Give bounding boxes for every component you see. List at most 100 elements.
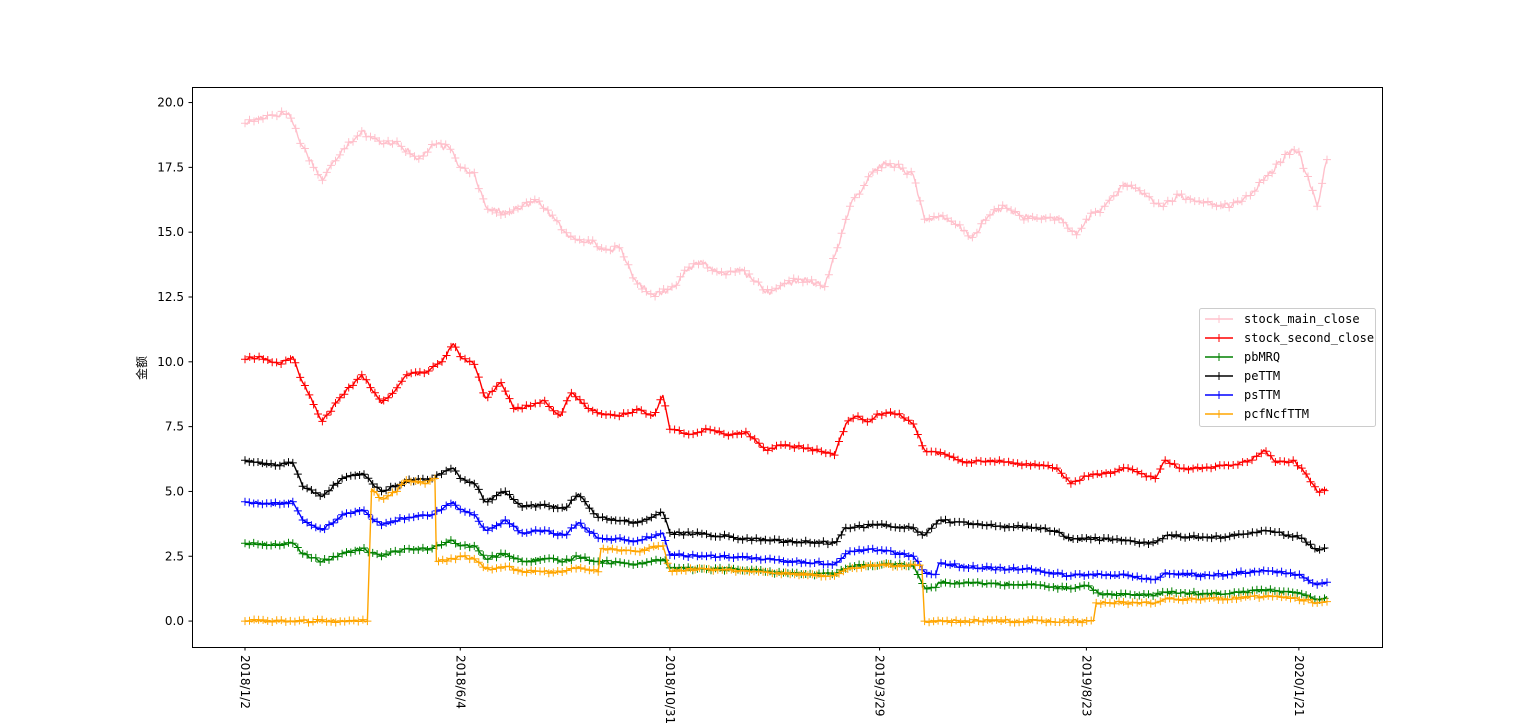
data-point: [956, 618, 965, 627]
data-point: [1163, 588, 1172, 597]
data-point: [1062, 582, 1071, 591]
data-point: [1121, 589, 1130, 598]
data-point: [1014, 521, 1023, 530]
data-point: [245, 352, 254, 361]
data-point: [1205, 571, 1214, 580]
data-point: [597, 244, 606, 252]
data-point: [428, 544, 437, 553]
data-point: [1237, 567, 1245, 576]
data-point: [287, 114, 295, 123]
data-point: [527, 527, 536, 536]
data-point: [792, 557, 801, 566]
data-point: [938, 211, 947, 220]
data-point: [651, 292, 660, 301]
data-point: [539, 204, 548, 213]
data-point: [1323, 578, 1331, 587]
data-point: [849, 414, 858, 423]
data-point: [1304, 595, 1313, 604]
data-point: [250, 117, 258, 126]
data-point: [913, 570, 922, 579]
data-point: [258, 500, 267, 509]
data-point: [549, 529, 558, 538]
data-point: [788, 537, 797, 546]
data-point: [505, 490, 514, 499]
data-point: [996, 563, 1005, 572]
data-point: [329, 481, 338, 490]
data-point: [1239, 587, 1248, 596]
data-point: [432, 506, 441, 515]
data-point: [488, 206, 497, 215]
data-point: [1057, 469, 1066, 478]
data-point: [1009, 563, 1018, 572]
data-point: [1184, 465, 1193, 474]
data-point: [854, 412, 862, 421]
data-point: [794, 275, 803, 284]
data-point: [549, 406, 558, 415]
data-point: [514, 555, 522, 563]
data-point: [1159, 202, 1168, 211]
data-point: [474, 546, 483, 555]
data-point: [1216, 534, 1225, 543]
data-point: [446, 145, 455, 154]
legend-label: peTTM: [1244, 369, 1280, 383]
data-point: [1000, 566, 1009, 574]
data-point: [850, 547, 859, 556]
data-point: [1225, 589, 1234, 598]
data-point: [522, 198, 531, 207]
data-point: [817, 447, 826, 456]
data-point: [309, 163, 318, 172]
data-point: [624, 559, 633, 568]
data-point: [1286, 568, 1295, 577]
data-point: [937, 516, 945, 525]
data-point: [437, 470, 446, 479]
data-point: [1246, 568, 1255, 577]
data-point: [540, 396, 549, 405]
data-point: [402, 370, 411, 379]
data-point: [1259, 566, 1268, 575]
data-point: [1080, 571, 1089, 580]
data-point: [1126, 590, 1135, 599]
data-point: [426, 476, 434, 485]
data-point: [492, 491, 501, 500]
data-point: [571, 392, 580, 401]
data-point: [788, 558, 797, 567]
data-point: [680, 429, 688, 438]
data-point: [1140, 538, 1148, 547]
data-point: [388, 389, 397, 398]
data-point: [665, 528, 674, 537]
data-point: [1264, 591, 1273, 600]
data-point: [1069, 616, 1078, 624]
data-point: [900, 524, 909, 533]
data-point: [275, 500, 284, 509]
data-point: [1181, 533, 1190, 542]
data-point: [716, 552, 724, 561]
data-point: [593, 408, 602, 417]
data-point: [535, 197, 544, 206]
series-line: [244, 110, 1328, 298]
data-point: [659, 285, 668, 293]
data-point: [1027, 565, 1036, 574]
data-point: [518, 404, 527, 413]
data-point: [997, 617, 1006, 625]
data-point: [1135, 539, 1144, 548]
data-point: [954, 455, 962, 464]
data-point: [522, 528, 531, 537]
data-point: [1223, 595, 1232, 604]
y-axis: 0.0 2.5 5.0 7.5 10.0 12.5 15.0 17.5 20.0: [157, 96, 192, 628]
data-point: [1137, 469, 1146, 478]
data-point: [333, 552, 342, 561]
data-point: [483, 555, 492, 564]
data-point: [442, 466, 451, 475]
data-point: [611, 557, 620, 566]
y-tick-label: 17.5: [157, 160, 184, 174]
data-point: [992, 615, 1001, 624]
data-point: [530, 195, 539, 204]
data-point: [368, 480, 377, 488]
data-point: [527, 566, 536, 575]
data-point: [1154, 199, 1163, 208]
data-point: [597, 410, 606, 418]
y-tick-label: 5.0: [165, 484, 184, 498]
data-point: [1087, 616, 1096, 625]
data-point: [1237, 197, 1246, 206]
data-point: [637, 406, 646, 415]
